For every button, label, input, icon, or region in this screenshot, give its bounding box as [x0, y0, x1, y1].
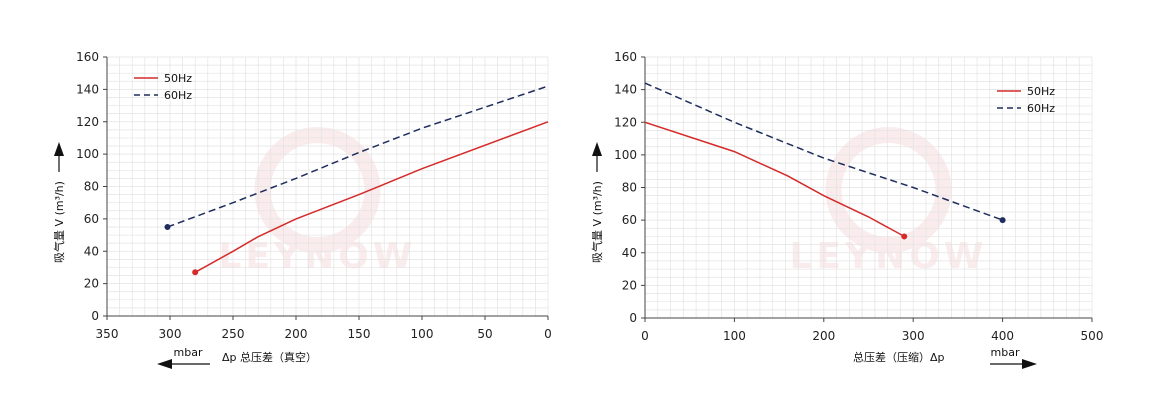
- x-tick-label: 500: [1081, 329, 1104, 343]
- x-tick-label: 350: [96, 327, 119, 341]
- x-axis-arrow-head: [157, 359, 172, 369]
- y-tick-label: 160: [76, 50, 99, 64]
- chart-1: LEYNOW 0 20 40 60 80 100 120 140 160 350 300 250 200 1…: [52, 50, 552, 369]
- y-tick-label: 140: [614, 83, 637, 97]
- legend-label-60Hz: 60Hz: [164, 89, 192, 102]
- x-tick-label: 400: [991, 329, 1014, 343]
- x-axis-label-group: Δp 总压差（真空） mbar: [157, 346, 317, 369]
- y-tick-label: 120: [76, 115, 99, 129]
- y-tick-label: 120: [614, 115, 637, 129]
- y-tick-label: 20: [622, 278, 637, 292]
- y-tick-label: 60: [84, 212, 99, 226]
- x-axis-label-group: 总压差（压缩）Δp mbar: [853, 346, 1037, 369]
- legend-label-60Hz: 60Hz: [1027, 102, 1055, 115]
- x-tick-label: 200: [812, 329, 835, 343]
- series-line-60Hz: [167, 85, 549, 228]
- x-tick-label: 250: [222, 327, 245, 341]
- y-tick-label: 60: [622, 213, 637, 227]
- x-tick-label: 150: [348, 327, 371, 341]
- y-tick-label: 100: [614, 148, 637, 162]
- legend: 50Hz 60Hz: [134, 72, 192, 102]
- y-tick-label: 100: [76, 147, 99, 161]
- y-tick-label: 20: [84, 277, 99, 291]
- series-endpoint-50Hz: [192, 269, 199, 276]
- x-axis-label: 总压差（压缩）Δp: [853, 350, 945, 364]
- grid: [644, 56, 1093, 319]
- series-line-50Hz: [644, 121, 905, 238]
- y-tick-label: 160: [614, 50, 637, 64]
- y-tick-label: 80: [622, 181, 637, 195]
- y-tick-label: 0: [91, 309, 99, 323]
- y-axis-label: 吸气量 V (m³/h): [590, 181, 604, 263]
- x-tick-label: 300: [902, 329, 925, 343]
- x-tick-label: 100: [411, 327, 434, 341]
- y-axis-arrow-head: [592, 142, 602, 156]
- x-axis-label: Δp 总压差（真空）: [222, 350, 317, 364]
- series-endpoint-60Hz: [164, 223, 171, 230]
- legend-label-50Hz: 50Hz: [1027, 85, 1055, 98]
- y-axis-label-group: 吸气量 V (m³/h): [52, 142, 66, 263]
- watermark-logo: LEYNOW: [218, 127, 413, 277]
- y-axis-label-group: 吸气量 V (m³/h): [590, 142, 604, 263]
- x-tick-label: 50: [477, 327, 492, 341]
- y-tick-label: 140: [76, 82, 99, 96]
- series-line-60Hz: [644, 82, 1003, 221]
- y-tick-label: 40: [622, 246, 637, 260]
- watermark-ring: [825, 127, 952, 253]
- x-tick-label: 0: [544, 327, 552, 341]
- series-endpoint-60Hz: [999, 217, 1006, 224]
- series-line-50Hz: [194, 121, 549, 273]
- legend-label-50Hz: 50Hz: [164, 72, 192, 85]
- watermark-ring: [254, 127, 381, 253]
- y-tick-label: 80: [84, 180, 99, 194]
- x-axis-arrow-head: [1022, 359, 1037, 369]
- x-tick-label: 100: [723, 329, 746, 343]
- chart-2: LEYNOW 0 20 40 60 80 100 120 140 160 0 100 200 300 400…: [590, 50, 1103, 369]
- x-tick-label: 300: [159, 327, 182, 341]
- x-tick-label: 0: [641, 329, 649, 343]
- legend: 50Hz 60Hz: [997, 85, 1055, 115]
- x-axis-unit: mbar: [174, 346, 203, 359]
- y-axis-label: 吸气量 V (m³/h): [52, 181, 66, 263]
- x-tick-label: 200: [285, 327, 308, 341]
- grid: [106, 56, 549, 317]
- series-endpoint-50Hz: [901, 233, 908, 240]
- x-axis-unit: mbar: [991, 346, 1020, 359]
- y-tick-label: 0: [629, 311, 637, 325]
- y-tick-label: 40: [84, 244, 99, 258]
- y-axis-arrow-head: [54, 142, 64, 156]
- watermark-text: LEYNOW: [789, 236, 987, 277]
